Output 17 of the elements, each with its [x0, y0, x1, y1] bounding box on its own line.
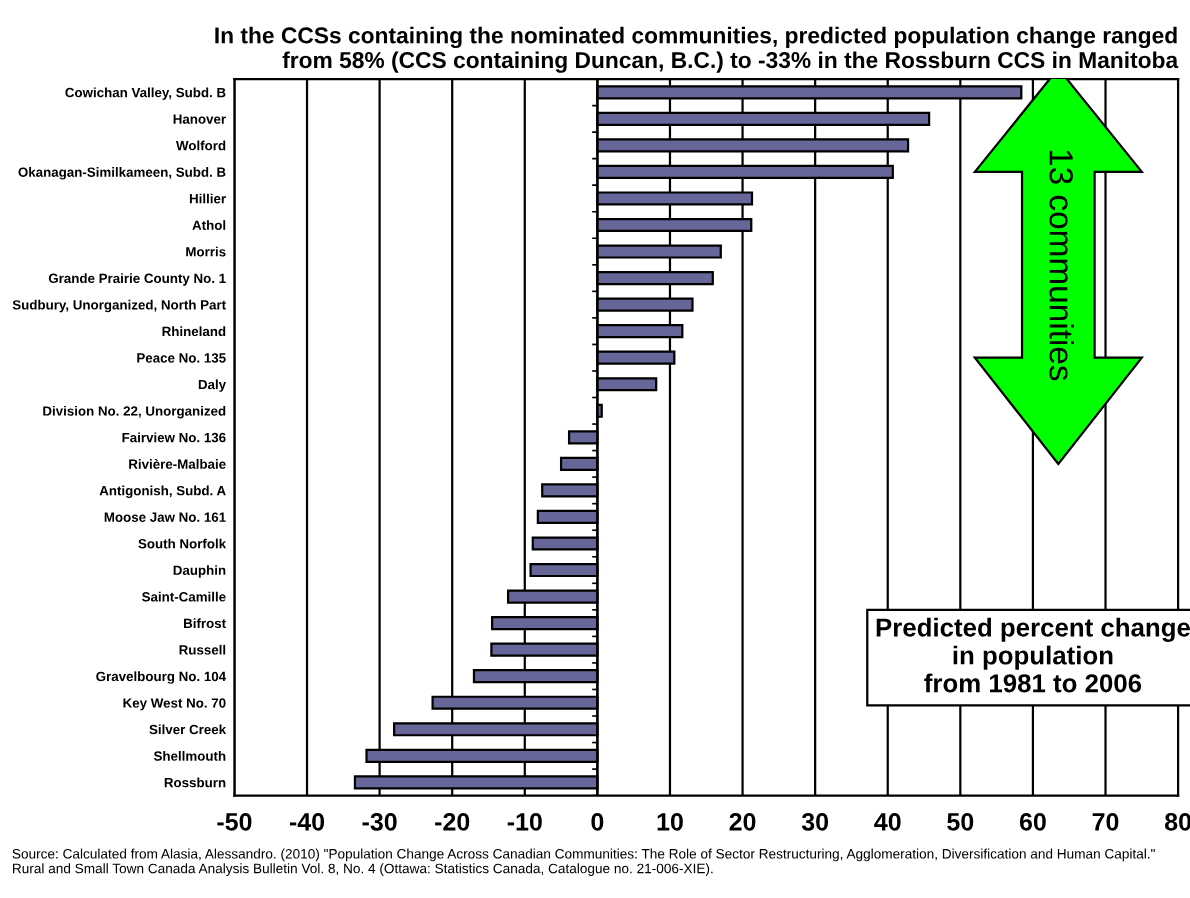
x-tick-label: -20	[435, 812, 470, 831]
x-tick-label: 60	[1019, 812, 1046, 831]
annotation: Predicted percent change in population from 1981 to 2006	[876, 617, 1190, 693]
x-tick-label: 80	[1164, 812, 1190, 831]
x-tick-label: 0	[591, 812, 604, 831]
x-tick-label: -40	[289, 812, 325, 831]
x-tick-label: 10	[657, 812, 683, 831]
x-tick-label: 20	[729, 812, 756, 831]
chart-title: In the CCSs containing the nominated communities, predicted population change ranged from 58% (CCS containing Duncan, B.C.) to -33% in the Rossburn CCS in Manitoba	[215, 26, 1179, 73]
x-tick-label: -30	[362, 812, 397, 831]
x-tick-label: 40	[874, 812, 901, 831]
x-tick-label: 30	[801, 812, 829, 831]
x-tick-label: -50	[217, 812, 252, 831]
x-tick-label: 70	[1092, 812, 1119, 831]
x-tick-label: 50	[947, 812, 974, 831]
x-tick-label: -10	[507, 812, 542, 831]
annotation: 13 communities	[1049, 150, 1074, 381]
